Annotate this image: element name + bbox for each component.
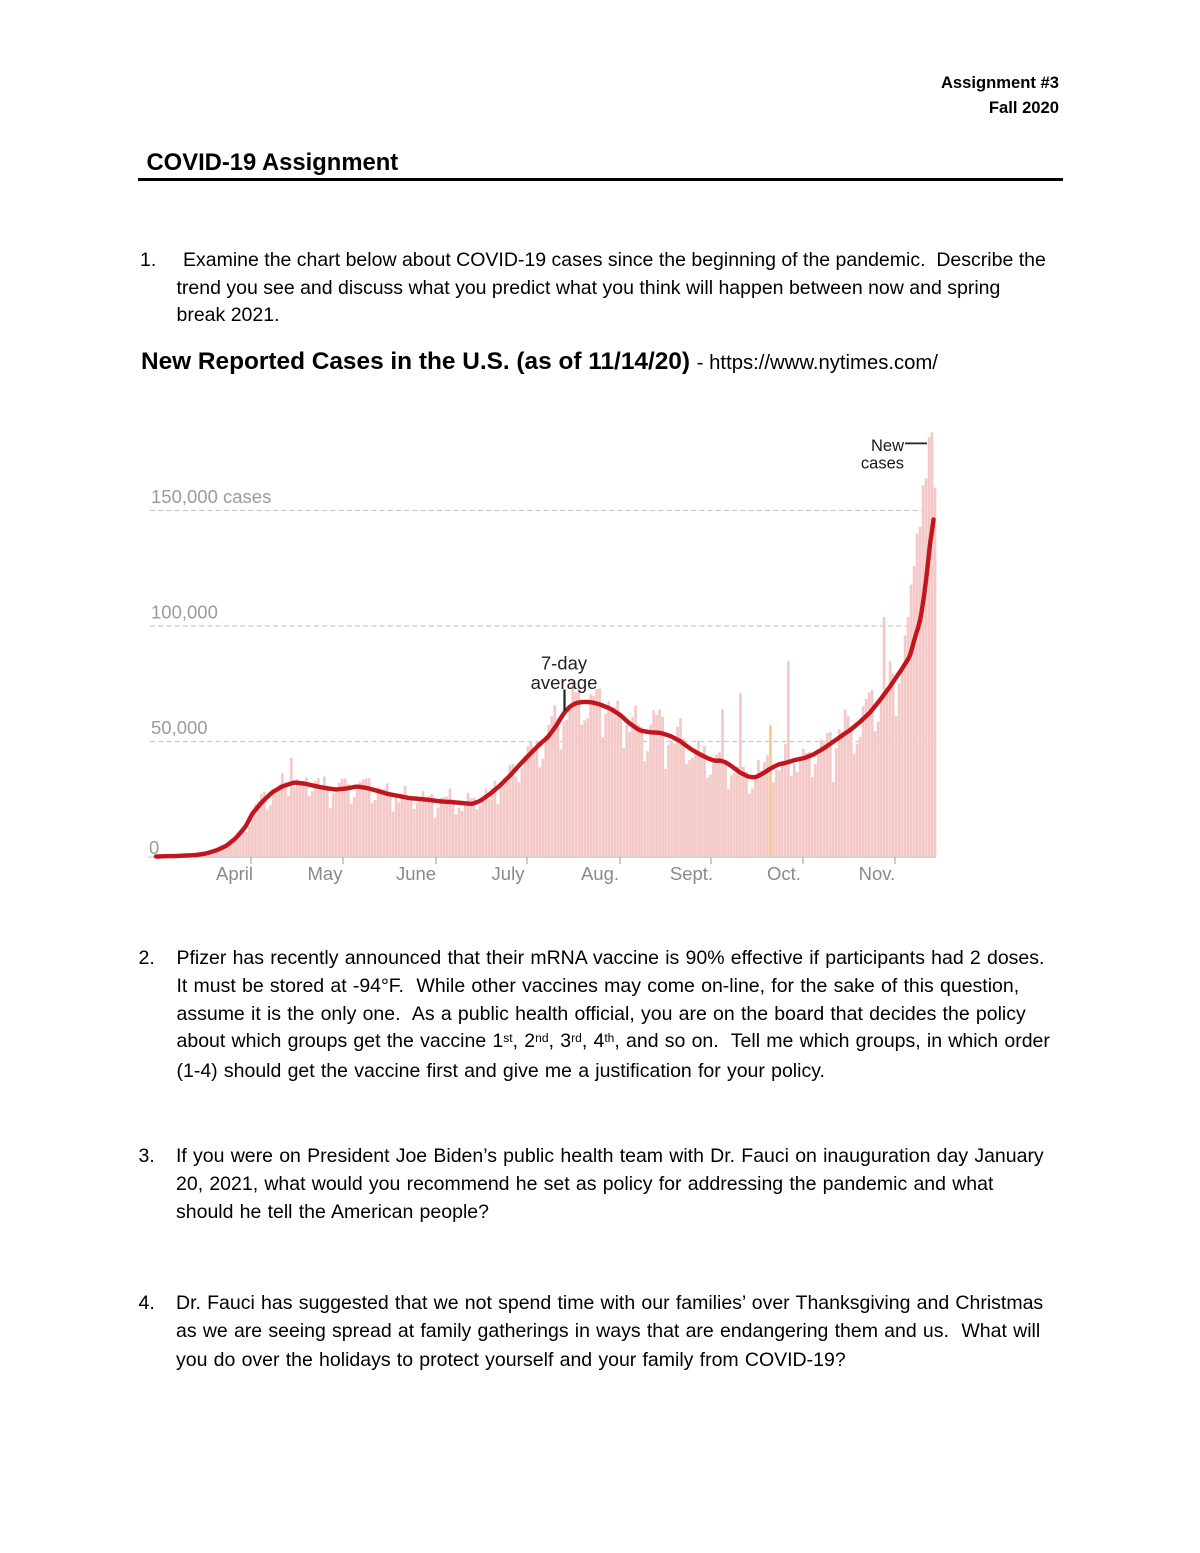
svg-text:June: June: [396, 863, 436, 884]
svg-text:0: 0: [149, 837, 159, 858]
svg-text:cases: cases: [861, 455, 904, 473]
svg-text:7-day: 7-day: [541, 652, 588, 673]
svg-text:July: July: [492, 863, 526, 884]
svg-text:Oct.: Oct.: [767, 863, 801, 884]
svg-text:50,000: 50,000: [151, 717, 208, 738]
svg-text:New: New: [871, 437, 904, 455]
svg-text:April: April: [216, 863, 253, 884]
svg-text:Nov.: Nov.: [859, 863, 896, 884]
svg-text:150,000 cases: 150,000 cases: [151, 486, 271, 507]
svg-text:Sept.: Sept.: [670, 863, 713, 884]
svg-text:Aug.: Aug.: [581, 863, 619, 884]
svg-text:average: average: [531, 672, 598, 693]
svg-text:100,000: 100,000: [151, 602, 218, 623]
svg-text:May: May: [308, 863, 344, 884]
